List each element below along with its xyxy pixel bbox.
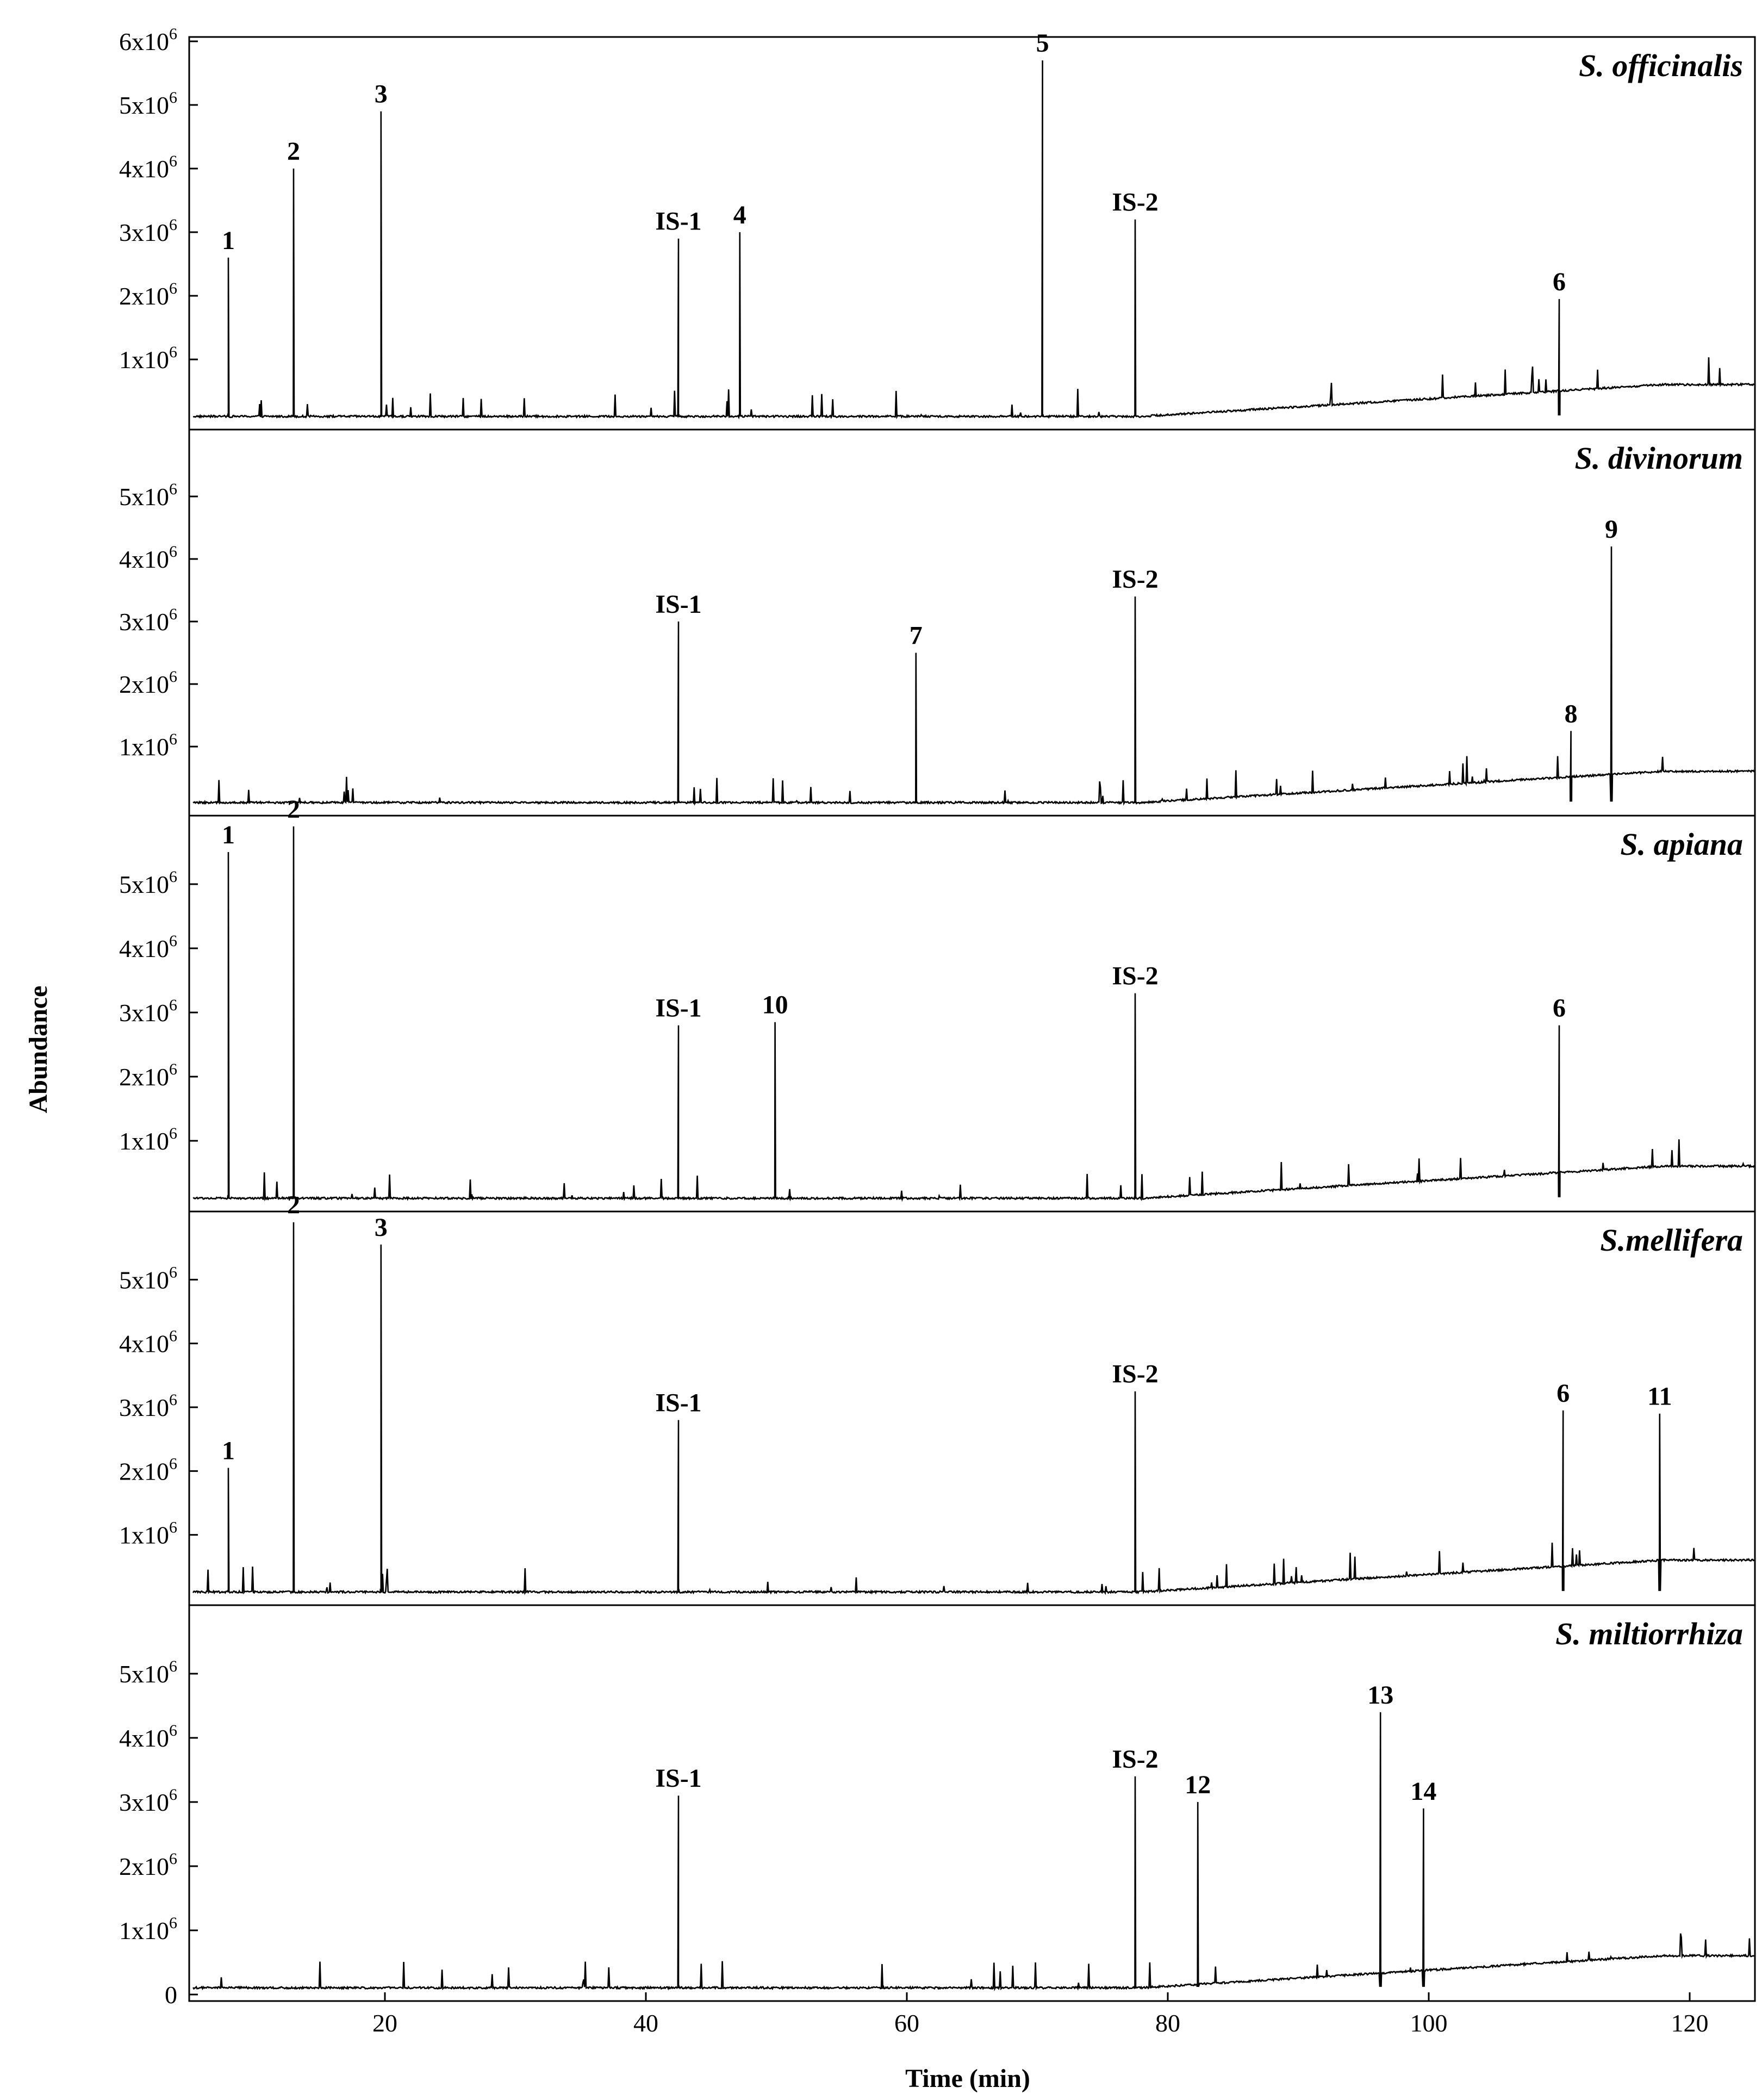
x-tick-label: 80 bbox=[1155, 2009, 1180, 2037]
peak-label: 3 bbox=[375, 1213, 388, 1242]
y-tick-label: 5x106 bbox=[119, 1263, 177, 1294]
y-tick-label: 4x106 bbox=[119, 1327, 177, 1358]
chromatogram-trace bbox=[192, 546, 1755, 806]
peak-label: 3 bbox=[375, 80, 388, 109]
panel-frame bbox=[188, 1604, 1756, 2002]
species-name: S. divinorum bbox=[1575, 440, 1743, 476]
chromatogram-trace bbox=[192, 1222, 1755, 1595]
peak-label: IS-2 bbox=[1112, 1745, 1158, 1774]
peak-label: IS-1 bbox=[655, 1388, 701, 1417]
peak-label: 4 bbox=[733, 201, 746, 229]
chromatogram-trace bbox=[192, 1712, 1755, 1992]
peak-label: 7 bbox=[910, 622, 923, 650]
y-tick-label: 2x106 bbox=[119, 1060, 177, 1091]
chromatogram-trace bbox=[192, 60, 1755, 420]
peak-label: IS-2 bbox=[1112, 565, 1158, 594]
x-tick-label: 40 bbox=[633, 2009, 658, 2037]
y-tick-label: 3x106 bbox=[119, 1391, 177, 1421]
peak-label: 1 bbox=[222, 226, 235, 255]
y-tick-label: 2x106 bbox=[119, 668, 177, 698]
y-tick-label: 5x106 bbox=[119, 1657, 177, 1688]
x-axis-title: Time (min) bbox=[905, 2064, 1030, 2093]
x-tick-label: 120 bbox=[1671, 2009, 1709, 2037]
y-tick-label: 1x106 bbox=[119, 1519, 177, 1549]
y-tick-label: 3x106 bbox=[119, 996, 177, 1027]
y-tick-label: 5x106 bbox=[119, 868, 177, 898]
x-tick-label: 60 bbox=[894, 2009, 919, 2037]
y-tick-label: 4x106 bbox=[119, 152, 177, 183]
panel-5: 0 1x106 2x106 3x106 4x106 5x106 S. miltiorrhiz… bbox=[119, 1604, 1756, 2009]
y-tick-label: 1x106 bbox=[119, 1914, 177, 1944]
peak-label: 5 bbox=[1036, 29, 1049, 58]
species-name: S.mellifera bbox=[1600, 1222, 1743, 1258]
y-tick-label: 1x106 bbox=[119, 343, 177, 374]
peak-label: 6 bbox=[1556, 1379, 1570, 1408]
peak-label: 14 bbox=[1410, 1777, 1436, 1806]
y-tick-label: 1x106 bbox=[119, 730, 177, 761]
peak-label: IS-1 bbox=[655, 994, 701, 1023]
y-tick-label: 4x106 bbox=[119, 1722, 177, 1752]
y-tick-label: 5x106 bbox=[119, 480, 177, 511]
chromatogram-panels: 1x106 2x106 3x106 4x106 5x106 6x106 S. officin… bbox=[119, 25, 1756, 2009]
y-tick-label: 0 bbox=[165, 1981, 177, 2009]
y-tick-label: 5x106 bbox=[119, 89, 177, 119]
peak-label: 1 bbox=[222, 821, 235, 849]
panel-1: 1x106 2x106 3x106 4x106 5x106 6x106 S. officin… bbox=[119, 25, 1756, 431]
species-name: S. miltiorrhiza bbox=[1555, 1616, 1743, 1651]
y-tick-label: 2x106 bbox=[119, 1850, 177, 1880]
peak-label: IS-1 bbox=[655, 207, 701, 236]
peak-label: IS-1 bbox=[655, 1764, 701, 1793]
peak-label: 8 bbox=[1565, 699, 1578, 728]
peak-label: 12 bbox=[1185, 1770, 1211, 1799]
panel-4: 1x106 2x106 3x106 4x106 5x106 S.mellifera 1 2 3 I… bbox=[119, 1191, 1756, 1606]
y-tick-label: 4x106 bbox=[119, 543, 177, 573]
x-tick-label: 20 bbox=[372, 2009, 397, 2037]
x-tick-label: 100 bbox=[1410, 2009, 1448, 2037]
peak-label: 2 bbox=[287, 137, 300, 166]
y-tick-label: 2x106 bbox=[119, 279, 177, 310]
peak-label: 9 bbox=[1605, 515, 1618, 544]
species-name: S. officinalis bbox=[1579, 48, 1743, 83]
y-tick-label: 1x106 bbox=[119, 1124, 177, 1155]
y-tick-label: 4x106 bbox=[119, 932, 177, 962]
chromatogram-trace bbox=[192, 826, 1755, 1202]
peak-label: IS-1 bbox=[655, 590, 701, 619]
y-tick-label: 3x106 bbox=[119, 216, 177, 246]
peak-label: 11 bbox=[1647, 1382, 1672, 1411]
y-tick-label: 6x106 bbox=[119, 25, 177, 55]
peak-label: 10 bbox=[762, 991, 788, 1020]
peak-label: 2 bbox=[287, 795, 300, 824]
y-tick-label: 3x106 bbox=[119, 1786, 177, 1816]
panel-3: 1x106 2x106 3x106 4x106 5x106 S. apiana 1 2 IS-1… bbox=[119, 795, 1756, 1213]
peak-label: IS-2 bbox=[1112, 1360, 1158, 1389]
panel-2: 1x106 2x106 3x106 4x106 5x106 S. divinorum IS-… bbox=[119, 428, 1756, 817]
species-name: S. apiana bbox=[1620, 827, 1743, 862]
peak-label: 1 bbox=[222, 1436, 235, 1465]
peak-label: 6 bbox=[1553, 994, 1566, 1023]
peak-label: 2 bbox=[287, 1191, 300, 1220]
peak-label: 13 bbox=[1367, 1681, 1393, 1710]
peak-label: IS-2 bbox=[1112, 188, 1158, 217]
y-tick-label: 3x106 bbox=[119, 605, 177, 636]
peak-label: 6 bbox=[1553, 268, 1566, 296]
y-axis-title: Abundance bbox=[24, 986, 53, 1114]
x-axis: 20 40 60 80 100 120 bbox=[372, 1992, 1709, 2037]
peak-label: IS-2 bbox=[1112, 962, 1158, 991]
y-tick-label: 2x106 bbox=[119, 1455, 177, 1485]
